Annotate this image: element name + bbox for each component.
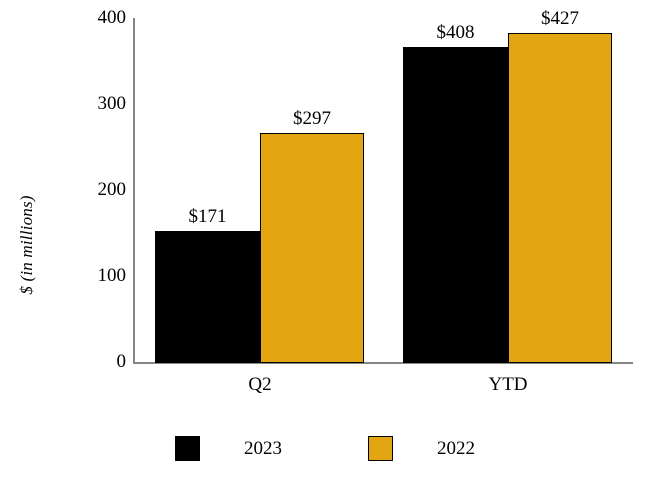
legend-label-2022: 2022 [437,438,475,459]
x-axis-category-label-ytd: YTD [488,374,528,395]
x-axis-category-label-q2: Q2 [248,374,272,395]
plot-area: $171 $297 $408 $427 [134,9,632,363]
y-axis-tick-label: 0 [116,351,127,372]
bar-2023-ytd [403,47,508,363]
bar-value-label-2023-ytd: $408 [436,22,475,43]
bar-2022-ytd [508,33,612,363]
bar-2023-q2 [155,231,260,363]
y-axis-line [133,18,135,364]
y-axis-tick-labels: 400 300 200 100 0 [52,0,127,500]
legend-label-2023: 2023 [244,438,282,459]
bar-value-label-2023-q2: $171 [188,206,227,227]
x-axis-line [133,362,633,364]
legend-swatch-2022 [368,436,393,461]
legend-item-2023: 2023 [175,436,282,461]
y-axis-tick-label: 200 [97,179,127,200]
bar-value-label-2022-ytd: $427 [541,8,579,29]
chart-legend: 2023 2022 [0,436,650,461]
bar-value-label-2022-q2: $297 [293,108,331,129]
legend-swatch-2023 [175,436,200,461]
y-axis-tick-label: 100 [97,265,127,286]
y-axis-tick-label: 300 [97,93,127,114]
legend-item-2022: 2022 [368,436,475,461]
bar-2022-q2 [260,133,364,363]
y-axis-title: $ (in millions) [17,195,36,295]
y-axis-tick-label: 400 [97,7,127,28]
